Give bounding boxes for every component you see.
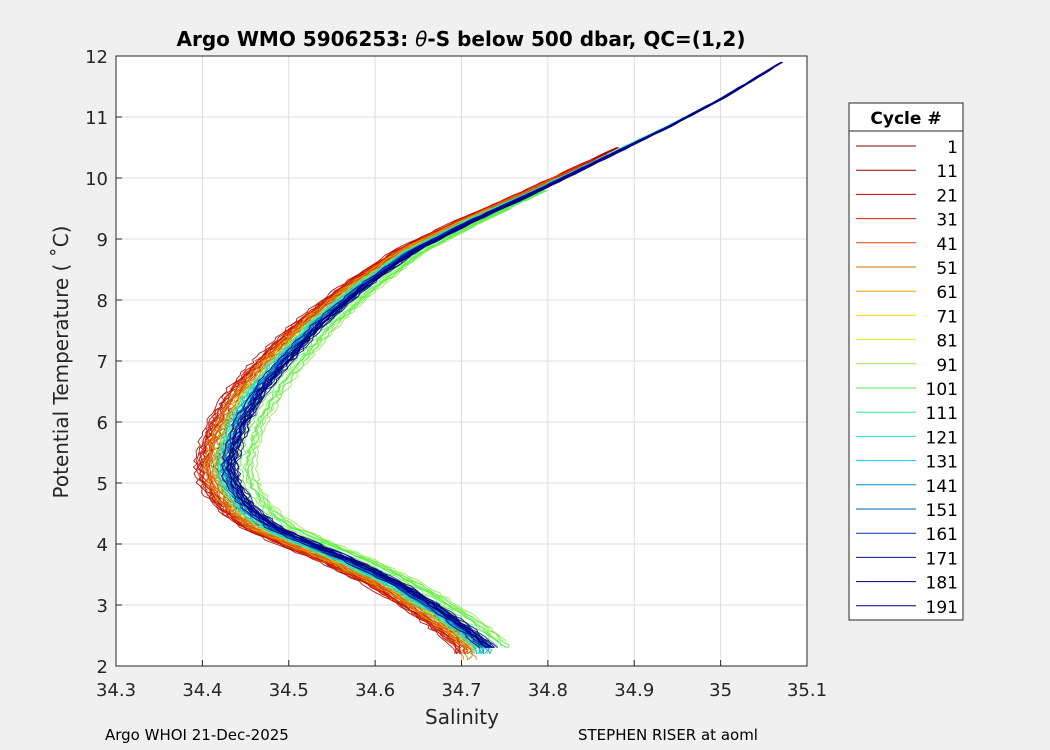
series-101-line <box>237 189 545 648</box>
x-axis-label: Salinity <box>425 705 499 729</box>
legend-label-31: 31 <box>936 211 958 231</box>
series-191-line <box>220 61 782 649</box>
series-191-line <box>233 61 784 648</box>
y-tick-label: 8 <box>97 291 108 312</box>
legend-entries: 1112131415161718191101111121131141151161… <box>856 138 958 618</box>
series-101-group <box>237 189 549 649</box>
y-tick-label: 11 <box>85 108 108 129</box>
y-tick-label: 5 <box>97 474 108 495</box>
series-91-line <box>255 208 512 642</box>
series-61-line <box>210 208 491 654</box>
title-suffix: -S below 500 dbar, QC=(1,2) <box>427 27 745 51</box>
x-axis-ticks: 34.3 34.4 34.5 34.6 34.7 34.8 34.9 35 35.1 <box>96 660 827 701</box>
chart-title: Argo WMO 5906253: θ-S below 500 dbar, QC… <box>177 27 746 51</box>
legend-label-41: 41 <box>936 235 958 255</box>
y-axis-ticks: 2 3 4 5 6 7 8 9 10 11 12 <box>85 47 122 678</box>
legend-label-191: 191 <box>926 598 958 618</box>
x-tick-label: 34.8 <box>528 680 568 701</box>
y-tick-label: 7 <box>97 352 108 373</box>
x-tick-label: 34.4 <box>182 680 222 701</box>
legend-label-111: 111 <box>926 404 958 424</box>
legend: Cycle # 11121314151617181911011111211311… <box>848 102 964 621</box>
plot-area: 34.3 34.4 34.5 34.6 34.7 34.8 34.9 35 35.1 2 3 4 5 6… <box>85 47 827 701</box>
legend-label-131: 131 <box>926 453 958 473</box>
y-tick-label: 12 <box>85 47 108 68</box>
y-axis-label: Potential Temperature ( ˚C) <box>49 226 73 499</box>
series-61-line <box>203 208 490 655</box>
profile-curves <box>192 61 784 661</box>
y-tick-label: 2 <box>97 657 108 678</box>
legend-label-51: 51 <box>936 259 958 279</box>
legend-label-181: 181 <box>926 574 958 594</box>
series-101-line <box>249 189 549 648</box>
x-tick-label: 34.5 <box>269 680 309 701</box>
legend-label-11: 11 <box>936 162 958 182</box>
footer-right-credit: STEPHEN RISER at aoml <box>578 726 758 744</box>
legend-label-161: 161 <box>926 525 958 545</box>
legend-label-81: 81 <box>936 332 958 352</box>
series-101-line <box>244 189 546 649</box>
legend-label-101: 101 <box>926 380 958 400</box>
legend-label-171: 171 <box>926 549 958 569</box>
legend-label-1: 1 <box>947 138 958 158</box>
legend-label-71: 71 <box>936 307 958 327</box>
x-tick-label: 34.3 <box>96 680 136 701</box>
legend-label-151: 151 <box>926 501 958 521</box>
x-tick-label: 35.1 <box>787 680 827 701</box>
series-101-line <box>246 189 547 649</box>
legend-title: Cycle # <box>870 109 941 129</box>
legend-label-61: 61 <box>936 283 958 303</box>
x-tick-label: 34.6 <box>355 680 395 701</box>
title-theta: θ <box>415 27 427 51</box>
title-prefix: Argo WMO 5906253: <box>177 27 416 51</box>
legend-label-121: 121 <box>926 428 958 448</box>
y-tick-label: 3 <box>97 596 108 617</box>
y-tick-label: 4 <box>97 535 108 556</box>
legend-label-141: 141 <box>926 477 958 497</box>
x-tick-label: 34.7 <box>441 680 481 701</box>
x-tick-label: 34.9 <box>614 680 654 701</box>
y-tick-label: 10 <box>85 169 108 190</box>
series-191-group <box>220 61 784 649</box>
series-111-line <box>212 128 661 654</box>
y-tick-label: 9 <box>97 230 108 251</box>
y-tick-label: 6 <box>97 413 108 434</box>
legend-label-21: 21 <box>936 186 958 206</box>
legend-label-91: 91 <box>936 356 958 376</box>
footer-left-credit: Argo WHOI 21-Dec-2025 <box>105 726 289 744</box>
x-tick-label: 35 <box>709 680 732 701</box>
legend-box <box>848 102 964 621</box>
